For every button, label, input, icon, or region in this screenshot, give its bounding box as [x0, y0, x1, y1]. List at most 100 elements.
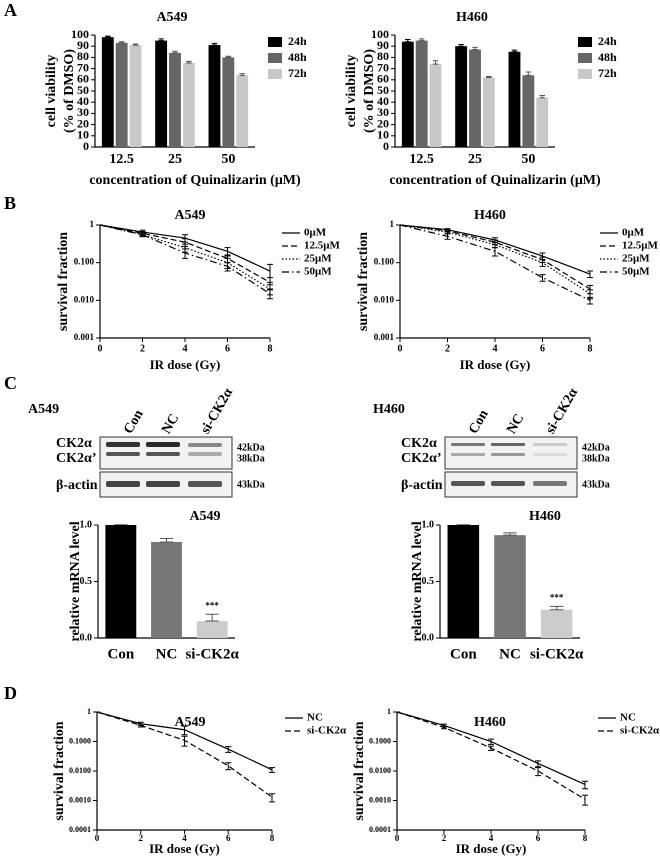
x-tick-label: 6: [226, 833, 231, 843]
x-tick-label: 6: [536, 833, 541, 843]
band-label: β-actin: [401, 478, 443, 493]
legend-label: 25μM: [622, 253, 650, 265]
legend-label: 25μM: [304, 253, 332, 265]
legend-swatch: [578, 37, 592, 47]
legend-swatch: [268, 69, 282, 79]
bar: [540, 609, 573, 638]
y-tick-label: 0: [83, 139, 89, 153]
panel-label: A: [4, 0, 17, 20]
x-tick-label: 50: [221, 152, 235, 167]
legend-label: 0μM: [304, 227, 327, 239]
bar: [401, 41, 414, 147]
band: [106, 442, 140, 447]
x-axis-label: IR dose (Gy): [456, 841, 527, 856]
error-bar: [181, 735, 188, 747]
x-axis-label: IR dose (Gy): [150, 357, 221, 372]
bar: [429, 64, 442, 147]
panel-label: D: [4, 683, 17, 703]
x-axis-label: concentration of Quinalizarin (μM): [389, 173, 601, 188]
bar: [236, 75, 249, 147]
band-size: 42kDa: [237, 442, 265, 453]
x-tick-label: 8: [588, 343, 593, 354]
y-tick-label: 70: [77, 60, 89, 74]
y-tick-label: 0.010: [374, 294, 395, 304]
x-tick-label: 2: [445, 343, 450, 354]
error-bar: [444, 233, 451, 240]
error-bar: [159, 538, 174, 543]
error-bar: [549, 605, 564, 611]
y-tick-label: 0.100: [374, 257, 395, 267]
lane-label: NC: [504, 412, 527, 437]
legend-label: 0μM: [622, 227, 645, 239]
error-bar: [582, 794, 588, 806]
bar: [494, 535, 526, 638]
error-bar: [186, 60, 192, 64]
y-axis-label: relative mRNA level: [68, 521, 83, 641]
y-tick-label: 0.1000: [369, 736, 391, 745]
band: [451, 443, 485, 446]
y-tick-label: 40: [377, 94, 389, 108]
y-tick-label: 0.0010: [369, 795, 391, 804]
bar: [536, 97, 549, 147]
y-tick-label: 0.0: [422, 632, 435, 643]
legend-label: 50μM: [622, 266, 650, 278]
series-line: [399, 224, 591, 290]
error-bar: [182, 248, 188, 259]
bar: [155, 40, 168, 147]
error-bar: [441, 725, 447, 730]
series-line: [399, 224, 591, 301]
y-axis-label: survival fraction: [352, 721, 367, 820]
y-tick-label: 1: [390, 219, 395, 229]
x-tick-label: 4: [183, 343, 188, 354]
legend-label: si-CK2α: [307, 725, 347, 737]
band-label: CK2α’: [56, 451, 96, 466]
error-bar: [225, 746, 232, 753]
x-axis-label: IR dose (Gy): [460, 357, 531, 372]
error-bar: [486, 75, 492, 79]
x-tick-label: 12.5: [109, 152, 134, 167]
significance: ***: [550, 592, 564, 602]
error-bar: [488, 738, 494, 745]
x-tick-label: si-CK2α: [530, 646, 584, 662]
lane-label: Con: [466, 407, 492, 436]
error-bar: [172, 50, 178, 54]
blot-cell-line: A549: [28, 402, 59, 417]
error-bar: [224, 262, 231, 272]
x-tick-label: si-CK2α: [185, 646, 239, 662]
error-bar: [205, 613, 219, 622]
y-tick-label: 0.5: [80, 576, 93, 587]
legend-label: 24h: [288, 34, 307, 48]
legend-swatch: [268, 37, 282, 47]
error-bar: [418, 38, 425, 42]
y-tick-label: 30: [77, 105, 89, 119]
bar: [129, 45, 142, 147]
error-bar: [539, 274, 546, 282]
y-axis-label: (% of DMSO): [62, 49, 77, 133]
y-axis-label: cell viability: [44, 55, 59, 128]
bar: [115, 42, 128, 148]
legend-label: 48h: [288, 50, 307, 64]
error-bar: [118, 41, 125, 44]
y-tick-label: 0.0: [80, 632, 93, 643]
y-tick-label: 0.5: [422, 576, 435, 587]
significance: ***: [205, 600, 219, 610]
band: [491, 481, 525, 486]
y-tick-label: 80: [377, 49, 389, 63]
band-label: CK2α: [56, 436, 92, 451]
chart-title: A549: [174, 715, 205, 730]
x-tick-label: 2: [140, 343, 145, 354]
chart-title: H460: [474, 208, 506, 223]
band-label: β-actin: [56, 478, 98, 493]
bar: [522, 75, 535, 147]
x-tick-label: 0: [395, 833, 400, 843]
y-axis-label: survival fraction: [56, 232, 71, 331]
y-tick-label: 0.100: [74, 257, 95, 267]
error-bar: [525, 71, 532, 76]
x-axis-label: IR dose (Gy): [149, 841, 220, 856]
x-tick-label: 8: [583, 833, 588, 843]
error-bar: [539, 259, 546, 267]
error-bar: [432, 60, 439, 65]
band-label: CK2α’: [401, 451, 441, 466]
y-tick-label: 80: [77, 49, 89, 63]
y-tick-label: 70: [377, 60, 389, 74]
